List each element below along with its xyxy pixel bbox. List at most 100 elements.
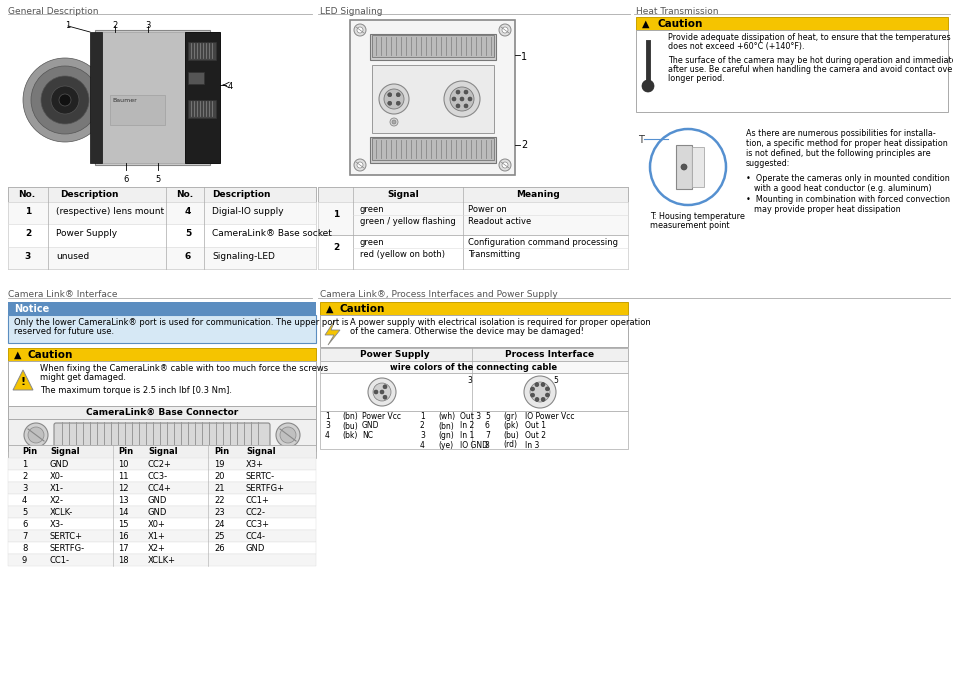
Text: CC3+: CC3+	[246, 520, 270, 529]
Text: As there are numerous possibilities for installa-: As there are numerous possibilities for …	[745, 129, 935, 138]
Text: CameraLink® Base Connector: CameraLink® Base Connector	[86, 408, 238, 417]
Circle shape	[468, 97, 472, 101]
Text: (gn): (gn)	[437, 431, 454, 440]
Text: The maximum torque is 2.5 inch lbf [0.3 Nm].: The maximum torque is 2.5 inch lbf [0.3 …	[40, 386, 232, 395]
Text: 3: 3	[325, 421, 330, 431]
Bar	[8, 419, 315, 451]
Circle shape	[680, 164, 686, 170]
Text: X1+: X1+	[148, 532, 166, 541]
Bar	[8, 542, 315, 554]
Text: No.: No.	[175, 190, 193, 199]
Text: SERTC-: SERTC-	[246, 472, 274, 481]
Text: CC4+: CC4+	[148, 484, 172, 493]
Bar	[8, 482, 315, 494]
Text: (ye): (ye)	[437, 441, 453, 450]
Circle shape	[24, 423, 48, 447]
Circle shape	[23, 58, 107, 142]
Text: 16: 16	[118, 532, 129, 541]
Text: 12: 12	[118, 484, 129, 493]
Bar	[319, 315, 627, 347]
Text: 18: 18	[118, 556, 129, 565]
Text: 2: 2	[520, 140, 527, 150]
Polygon shape	[13, 370, 33, 390]
Bar	[188, 72, 204, 84]
Text: tion, a specific method for proper heat dissipation: tion, a specific method for proper heat …	[745, 139, 946, 148]
Text: (gr): (gr)	[502, 412, 517, 421]
Bar	[8, 445, 315, 458]
Text: General Description: General Description	[8, 7, 98, 16]
Text: 3: 3	[25, 252, 31, 261]
Text: 5: 5	[484, 412, 489, 421]
Circle shape	[373, 383, 391, 401]
Bar	[350, 20, 515, 175]
Text: Meaning: Meaning	[516, 190, 559, 199]
Bar	[370, 137, 496, 163]
Text: of the camera. Otherwise the device may be damaged!: of the camera. Otherwise the device may …	[350, 327, 583, 336]
Bar	[8, 187, 315, 202]
Circle shape	[498, 159, 511, 171]
Circle shape	[390, 118, 397, 126]
Text: 20: 20	[213, 472, 224, 481]
Text: may provide proper heat dissipation: may provide proper heat dissipation	[753, 205, 900, 214]
Circle shape	[41, 76, 89, 124]
Text: (bn): (bn)	[341, 412, 357, 421]
Text: Power Supply: Power Supply	[360, 350, 430, 359]
Text: LED Signaling: LED Signaling	[319, 7, 382, 16]
Circle shape	[382, 385, 387, 389]
Text: 5: 5	[155, 175, 160, 184]
Bar	[8, 302, 315, 315]
Text: red (yellow on both): red (yellow on both)	[359, 250, 444, 259]
Bar	[691, 147, 703, 187]
Bar	[317, 235, 627, 269]
Circle shape	[545, 387, 549, 391]
Text: Signal: Signal	[148, 447, 177, 456]
Text: Transmitting: Transmitting	[468, 250, 519, 259]
Text: 13: 13	[118, 496, 129, 505]
Text: CC4-: CC4-	[246, 532, 266, 541]
Circle shape	[540, 398, 544, 402]
Text: reserved for future use.: reserved for future use.	[14, 327, 114, 336]
Text: 1: 1	[419, 412, 424, 421]
Text: GND: GND	[148, 508, 167, 517]
Bar	[8, 518, 315, 530]
Text: 1: 1	[333, 210, 338, 219]
Text: SERTFG+: SERTFG+	[246, 484, 285, 493]
Text: (bu): (bu)	[502, 431, 518, 440]
Text: 26: 26	[213, 544, 224, 553]
Text: green: green	[359, 238, 384, 247]
Text: 25: 25	[213, 532, 224, 541]
Text: X1-: X1-	[50, 484, 64, 493]
Text: Baumer: Baumer	[112, 98, 136, 103]
Text: 2: 2	[333, 243, 338, 252]
Bar	[95, 30, 210, 165]
Text: Provide adequate dissipation of heat, to ensure that the temperatures: Provide adequate dissipation of heat, to…	[667, 33, 949, 42]
Text: 10: 10	[118, 460, 129, 469]
Bar	[372, 65, 494, 133]
Text: after use. Be careful when handling the camera and avoid contact over a: after use. Be careful when handling the …	[667, 65, 953, 74]
Text: 3: 3	[419, 431, 424, 440]
Circle shape	[501, 27, 507, 33]
Circle shape	[530, 382, 550, 402]
Text: X2-: X2-	[50, 496, 64, 505]
Text: T: Housing temperature: T: Housing temperature	[649, 212, 744, 221]
Text: (respective) lens mount: (respective) lens mount	[56, 207, 164, 216]
Circle shape	[379, 390, 384, 394]
Text: Signaling-LED: Signaling-LED	[212, 252, 274, 261]
Bar	[8, 315, 315, 343]
Circle shape	[354, 159, 366, 171]
Text: Pin: Pin	[22, 447, 37, 456]
Bar	[90, 32, 102, 163]
FancyBboxPatch shape	[54, 423, 270, 447]
Text: 9: 9	[22, 556, 28, 565]
Bar	[188, 100, 215, 118]
Circle shape	[280, 427, 295, 443]
Text: X2+: X2+	[148, 544, 166, 553]
Text: In 1: In 1	[459, 431, 474, 440]
Text: X0+: X0+	[148, 520, 166, 529]
Text: NC: NC	[361, 431, 373, 440]
Text: XCLK+: XCLK+	[148, 556, 175, 565]
Text: 15: 15	[118, 520, 129, 529]
Text: Digial-IO supply: Digial-IO supply	[212, 207, 283, 216]
Text: 6: 6	[185, 252, 191, 261]
Text: Out 3: Out 3	[459, 412, 480, 421]
